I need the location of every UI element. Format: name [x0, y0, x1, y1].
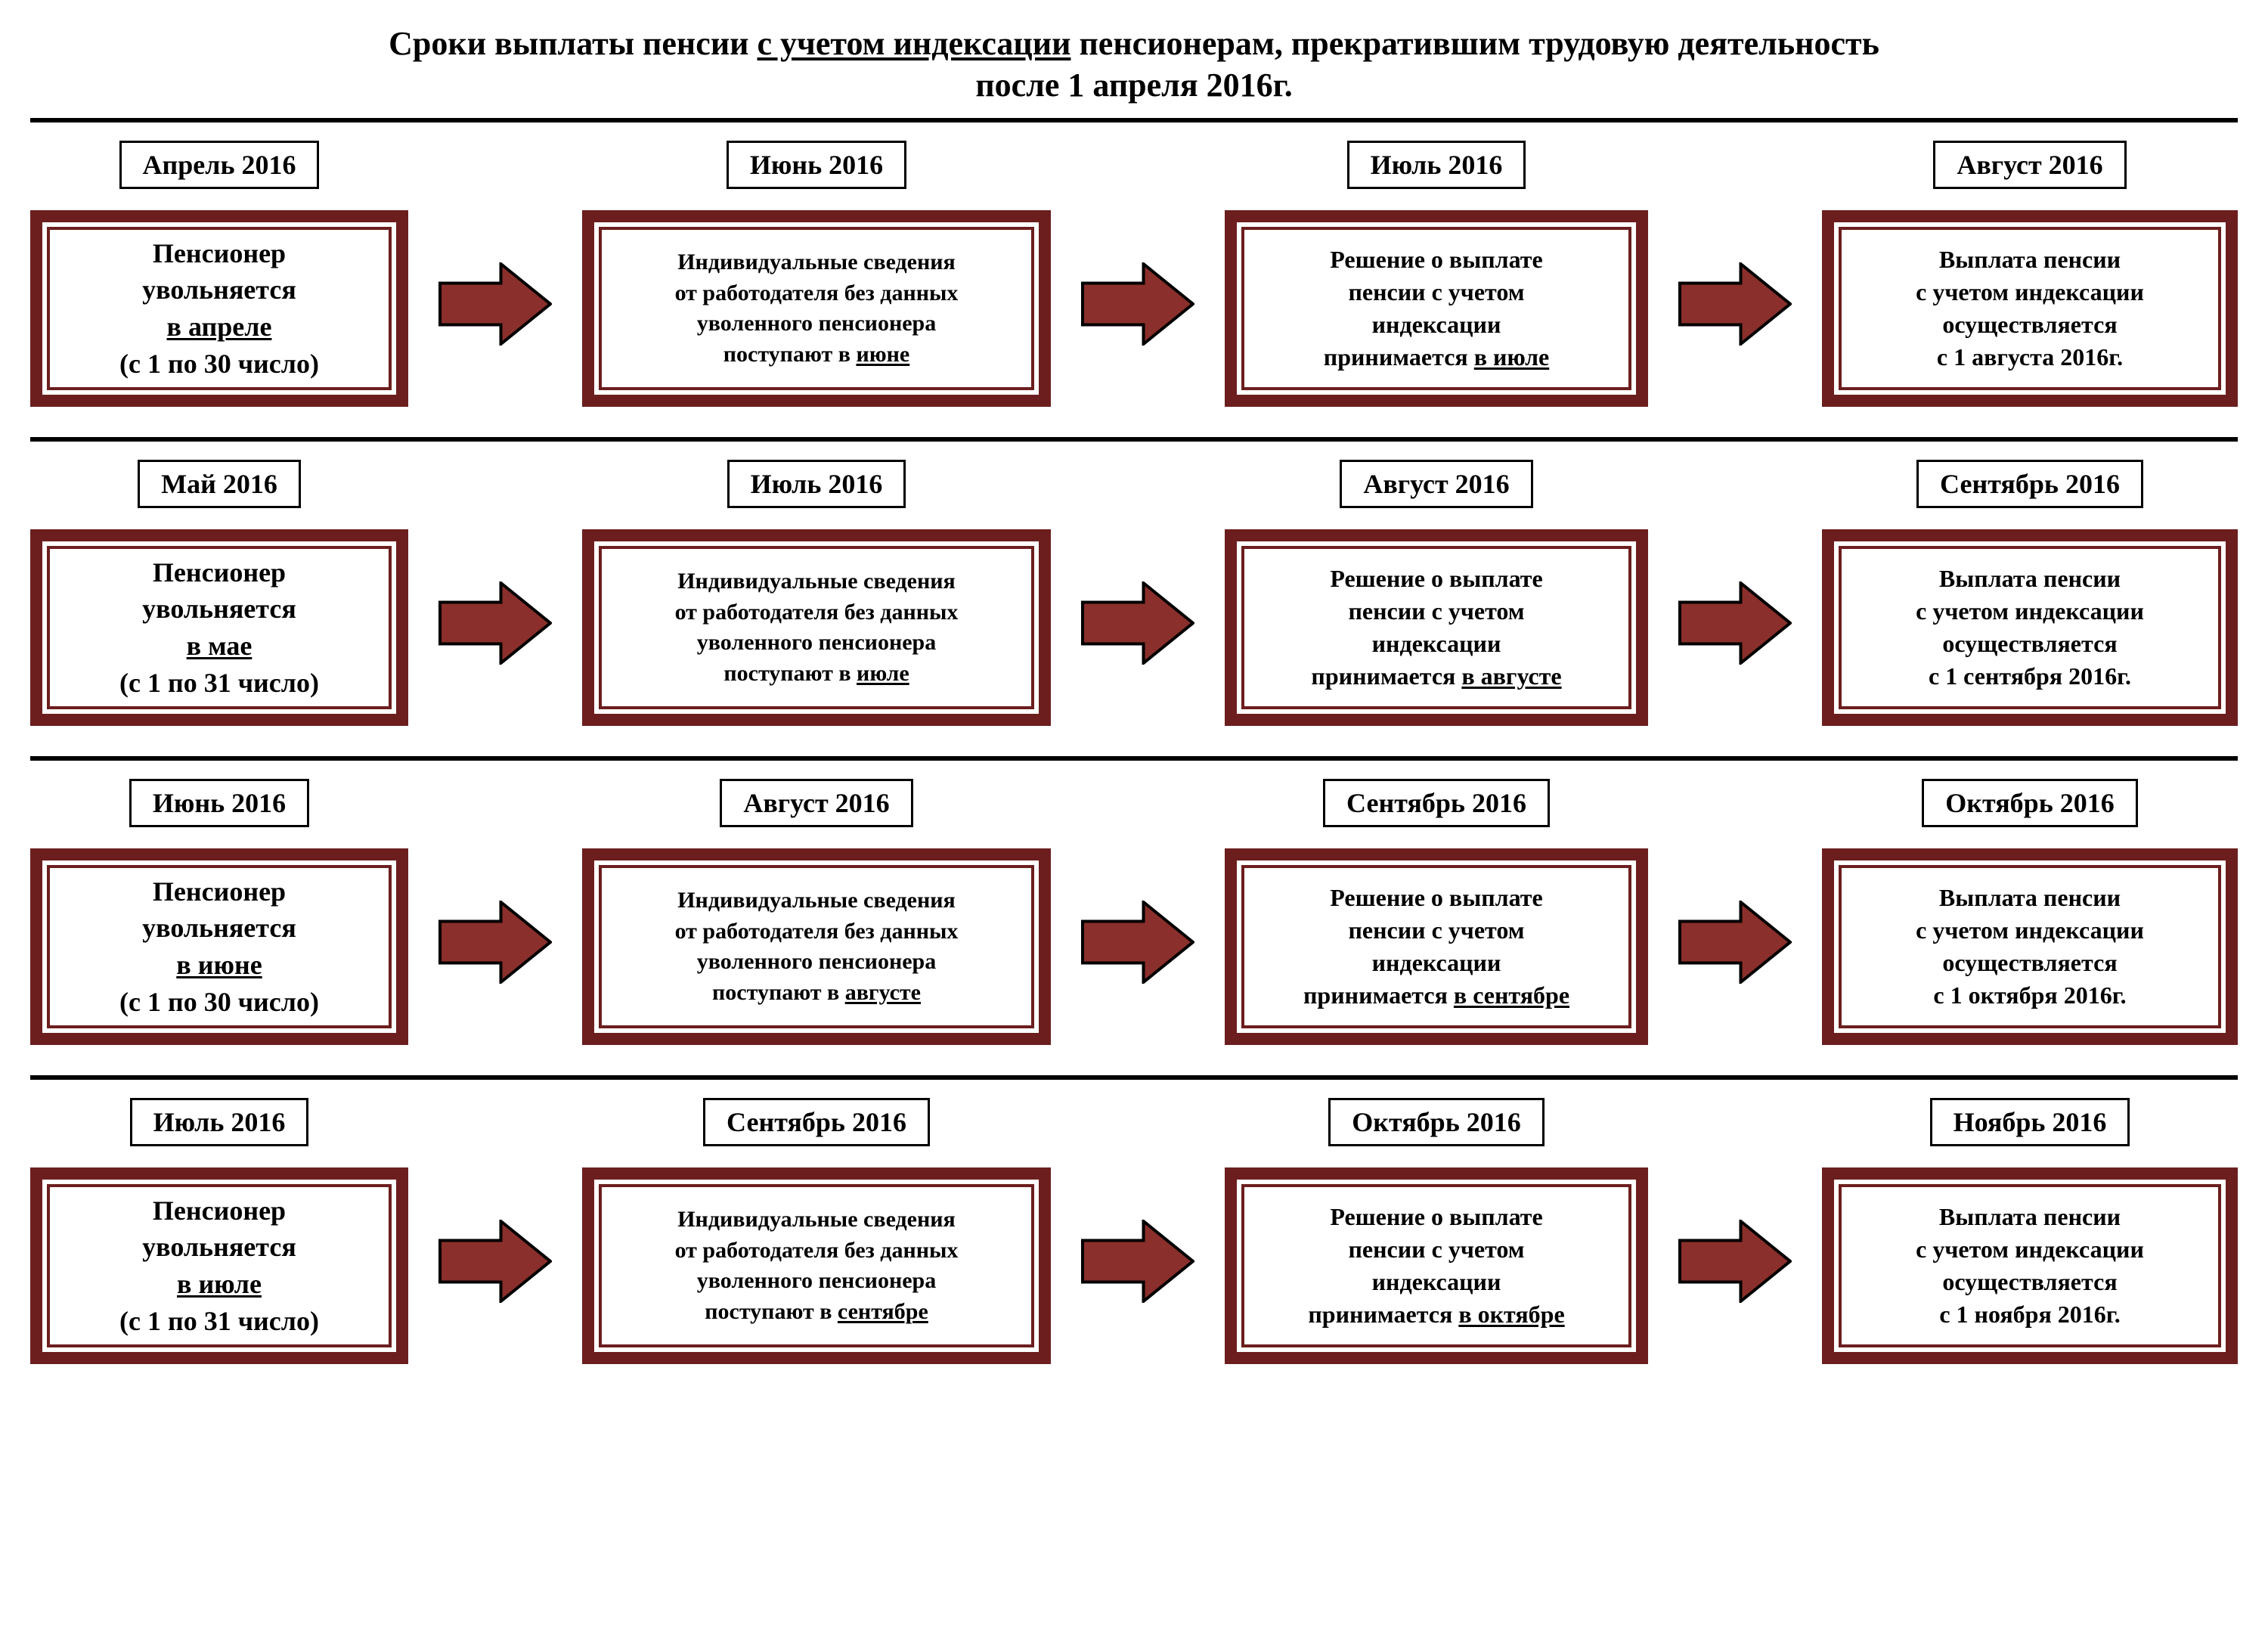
flow-card-inner: Решение о выплатепенсии с учетоминдексац… — [1241, 865, 1631, 1028]
arrow-right-icon — [1081, 839, 1194, 1045]
arrow-right-icon — [438, 1158, 552, 1364]
flow-column: Август 2016 Выплата пенсиис учетом индекс… — [1822, 141, 2238, 407]
flow-row: Апрель 2016 Пенсионерувольняетсяв апреле(… — [30, 141, 2238, 407]
flow-column: Июнь 2016 Пенсионерувольняетсяв июне(с 1 … — [30, 779, 408, 1045]
flow-card: Пенсионерувольняетсяв июле(с 1 по 31 чис… — [30, 1167, 408, 1364]
flow-card: Решение о выплатепенсии с учетоминдексац… — [1225, 210, 1648, 407]
flow-column: Ноябрь 2016 Выплата пенсиис учетом индекс… — [1822, 1098, 2238, 1364]
arrow-right-icon — [1678, 520, 1792, 726]
flow-card: Выплата пенсиис учетом индексацииосущест… — [1822, 848, 2238, 1045]
flow-row: Май 2016 Пенсионерувольняетсяв мае(с 1 по… — [30, 460, 2238, 726]
flow-card-inner: Пенсионерувольняетсяв апреле(с 1 по 30 ч… — [47, 227, 392, 390]
arrow-right-icon — [438, 839, 552, 1045]
flow-card-inner: Индивидуальные сведенияот работодателя б… — [599, 1184, 1034, 1347]
month-label: Май 2016 — [138, 460, 301, 508]
flow-card-inner: Выплата пенсиис учетом индексацииосущест… — [1839, 227, 2221, 390]
flow-column: Июль 2016 Решение о выплатепенсии с учето… — [1225, 141, 1648, 407]
flow-row: Июль 2016 Пенсионерувольняетсяв июле(с 1 … — [30, 1098, 2238, 1364]
arrow-right-icon — [1678, 1158, 1792, 1364]
flow-card-inner: Решение о выплатепенсии с учетоминдексац… — [1241, 546, 1631, 709]
flow-card: Решение о выплатепенсии с учетоминдексац… — [1225, 529, 1648, 726]
month-label: Июль 2016 — [130, 1098, 309, 1146]
month-label: Август 2016 — [720, 779, 912, 827]
flow-card-inner: Решение о выплатепенсии с учетоминдексац… — [1241, 227, 1631, 390]
rule-top — [30, 118, 2238, 122]
flow-card: Решение о выплатепенсии с учетоминдексац… — [1225, 1167, 1648, 1364]
flow-card: Решение о выплатепенсии с учетоминдексац… — [1225, 848, 1648, 1045]
flow-card-inner: Индивидуальные сведенияот работодателя б… — [599, 865, 1034, 1028]
flow-column: Май 2016 Пенсионерувольняетсяв мае(с 1 по… — [30, 460, 408, 726]
flow-card-inner: Индивидуальные сведенияот работодателя б… — [599, 227, 1034, 390]
flow-card-inner: Выплата пенсиис учетом индексацииосущест… — [1839, 865, 2221, 1028]
flow-card: Пенсионерувольняетсяв мае(с 1 по 31 числ… — [30, 529, 408, 726]
month-label: Август 2016 — [1933, 141, 2126, 189]
month-label: Ноябрь 2016 — [1930, 1098, 2130, 1146]
rule-divider — [30, 1075, 2238, 1080]
month-label: Июнь 2016 — [727, 141, 906, 189]
flow-card-inner: Пенсионерувольняетсяв июле(с 1 по 31 чис… — [47, 1184, 392, 1347]
flow-card: Индивидуальные сведенияот работодателя б… — [582, 529, 1051, 726]
arrow-right-icon — [1081, 520, 1194, 726]
flow-row: Июнь 2016 Пенсионерувольняетсяв июне(с 1 … — [30, 779, 2238, 1045]
month-label: Июнь 2016 — [129, 779, 309, 827]
flow-column: Август 2016 Индивидуальные сведенияот раб… — [582, 779, 1051, 1045]
flow-column: Август 2016 Решение о выплатепенсии с уче… — [1225, 460, 1648, 726]
flow-column: Октябрь 2016 Выплата пенсиис учетом индек… — [1822, 779, 2238, 1045]
month-label: Июль 2016 — [1347, 141, 1526, 189]
flow-column: Октябрь 2016 Решение о выплатепенсии с уч… — [1225, 1098, 1648, 1364]
arrow-right-icon — [438, 520, 552, 726]
flow-column: Июнь 2016 Индивидуальные сведенияот работ… — [582, 141, 1051, 407]
flow-column: Сентябрь 2016 Выплата пенсиис учетом инде… — [1822, 460, 2238, 726]
arrow-right-icon — [1081, 1158, 1194, 1364]
page-title: Сроки выплаты пенсии с учетом индексации… — [30, 23, 2238, 106]
arrow-right-icon — [1678, 201, 1792, 407]
month-label: Август 2016 — [1340, 460, 1532, 508]
month-label: Октябрь 2016 — [1922, 779, 2138, 827]
flow-card: Пенсионерувольняетсяв июне(с 1 по 30 чис… — [30, 848, 408, 1045]
flow-card-inner: Выплата пенсиис учетом индексацииосущест… — [1839, 546, 2221, 709]
flow-card-inner: Пенсионерувольняетсяв июне(с 1 по 30 чис… — [47, 865, 392, 1028]
month-label: Сентябрь 2016 — [703, 1098, 930, 1146]
flow-card-inner: Пенсионерувольняетсяв мае(с 1 по 31 числ… — [47, 546, 392, 709]
flow-card: Индивидуальные сведенияот работодателя б… — [582, 210, 1051, 407]
flow-card-inner: Решение о выплатепенсии с учетоминдексац… — [1241, 1184, 1631, 1347]
month-label: Апрель 2016 — [119, 141, 320, 189]
flow-card: Выплата пенсиис учетом индексацииосущест… — [1822, 210, 2238, 407]
month-label: Октябрь 2016 — [1328, 1098, 1545, 1146]
month-label: Сентябрь 2016 — [1323, 779, 1550, 827]
flow-card: Выплата пенсиис учетом индексацииосущест… — [1822, 1167, 2238, 1364]
flow-column: Сентябрь 2016 Решение о выплатепенсии с у… — [1225, 779, 1648, 1045]
flow-card-inner: Индивидуальные сведенияот работодателя б… — [599, 546, 1034, 709]
flow-card: Индивидуальные сведенияот работодателя б… — [582, 848, 1051, 1045]
arrow-right-icon — [1081, 201, 1194, 407]
flow-column: Июль 2016 Пенсионерувольняетсяв июле(с 1 … — [30, 1098, 408, 1364]
flow-column: Сентябрь 2016 Индивидуальные сведенияот р… — [582, 1098, 1051, 1364]
flow-card-inner: Выплата пенсиис учетом индексацииосущест… — [1839, 1184, 2221, 1347]
arrow-right-icon — [1678, 839, 1792, 1045]
arrow-right-icon — [438, 201, 552, 407]
month-label: Июль 2016 — [727, 460, 906, 508]
rule-divider — [30, 756, 2238, 761]
month-label: Сентябрь 2016 — [1916, 460, 2143, 508]
flow-card: Выплата пенсиис учетом индексацииосущест… — [1822, 529, 2238, 726]
flow-column: Июль 2016 Индивидуальные сведенияот работ… — [582, 460, 1051, 726]
flow-card: Индивидуальные сведенияот работодателя б… — [582, 1167, 1051, 1364]
flow-column: Апрель 2016 Пенсионерувольняетсяв апреле(… — [30, 141, 408, 407]
flow-card: Пенсионерувольняетсяв апреле(с 1 по 30 ч… — [30, 210, 408, 407]
rule-divider — [30, 437, 2238, 442]
